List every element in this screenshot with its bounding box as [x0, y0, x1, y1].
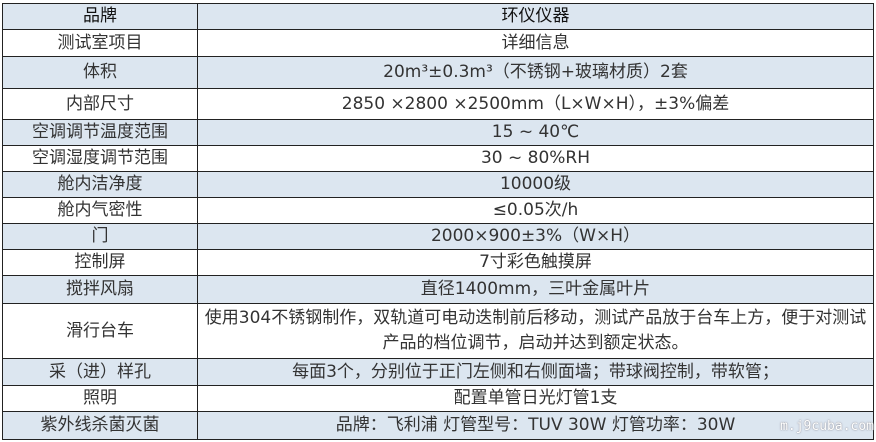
row-label: 门: [2, 223, 198, 250]
table-row: 门 2000×900±3%（W×H）: [2, 223, 874, 250]
table-row: 空调湿度调节范围 30 ~ 80%RH: [2, 145, 874, 172]
row-label: 滑行台车: [2, 303, 198, 359]
table-row: 舱内气密性 ≤0.05次/h: [2, 197, 874, 224]
row-value: 2000×900±3%（W×H）: [197, 223, 874, 250]
row-label: 空调调节温度范围: [2, 119, 198, 146]
row-label: 内部尺寸: [2, 88, 198, 120]
header-label: 品牌: [2, 3, 198, 30]
row-value: 2850 ×2800 ×2500mm（L×W×H），±3%偏差: [197, 88, 874, 120]
row-value: 每面3个，分别位于正门左侧和右侧面墙；带球阀控制，带软管；: [197, 358, 874, 386]
row-value: ≤0.05次/h: [197, 197, 874, 224]
row-label: 控制屏: [2, 249, 198, 276]
row-label: 体积: [2, 56, 198, 89]
row-label: 紫外线杀菌灭菌: [2, 411, 198, 440]
row-value: 15 ~ 40℃: [197, 119, 874, 146]
row-label: 舱内洁净度: [2, 171, 198, 198]
row-value: 直径1400mm，三叶金属叶片: [197, 275, 874, 304]
row-label: 空调湿度调节范围: [2, 145, 198, 172]
row-value: 10000级: [197, 171, 874, 198]
row-label: 采（进）样孔: [2, 358, 198, 386]
table-row: 体积 20m³±0.3m³（不锈钢+玻璃材质）2套: [2, 56, 874, 89]
row-label: 舱内气密性: [2, 197, 198, 224]
table-row: 搅拌风扇 直径1400mm，三叶金属叶片: [2, 275, 874, 304]
row-label: 搅拌风扇: [2, 275, 198, 304]
row-value: 详细信息: [197, 29, 874, 57]
row-value: 7寸彩色触摸屏: [197, 249, 874, 276]
row-value: 使用304不锈钢制作，双轨道可电动迭制前后移动，测试产品放于台车上方，便于对测试…: [197, 303, 874, 359]
table-row: 内部尺寸 2850 ×2800 ×2500mm（L×W×H），±3%偏差: [2, 88, 874, 120]
table-row: 舱内洁净度 10000级: [2, 171, 874, 198]
table-row: 照明 配置单管日光灯管1支: [2, 385, 874, 412]
table-row: 滑行台车 使用304不锈钢制作，双轨道可电动迭制前后移动，测试产品放于台车上方，便…: [2, 303, 874, 359]
table-row: 采（进）样孔 每面3个，分别位于正门左侧和右侧面墙；带球阀控制，带软管；: [2, 358, 874, 386]
table-row: 紫外线杀菌灭菌 品牌：飞利浦 灯管型号：TUV 30W 灯管功率：30W: [2, 411, 874, 440]
row-value: 品牌：飞利浦 灯管型号：TUV 30W 灯管功率：30W: [197, 411, 874, 440]
table-row: 控制屏 7寸彩色触摸屏: [2, 249, 874, 276]
spec-table: 品牌 环仪仪器 测试室项目 详细信息 体积 20m³±0.3m³（不锈钢+玻璃材质）2…: [2, 3, 874, 440]
row-value: 配置单管日光灯管1支: [197, 385, 874, 412]
row-value: 20m³±0.3m³（不锈钢+玻璃材质）2套: [197, 56, 874, 89]
row-label: 照明: [2, 385, 198, 412]
table-header-row: 品牌 环仪仪器: [2, 3, 874, 30]
header-value: 环仪仪器: [197, 3, 874, 30]
row-value: 30 ~ 80%RH: [197, 145, 874, 172]
table-row: 测试室项目 详细信息: [2, 29, 874, 57]
watermark: m.j9cuba.com: [780, 419, 874, 434]
row-label: 测试室项目: [2, 29, 198, 57]
table-row: 空调调节温度范围 15 ~ 40℃: [2, 119, 874, 146]
